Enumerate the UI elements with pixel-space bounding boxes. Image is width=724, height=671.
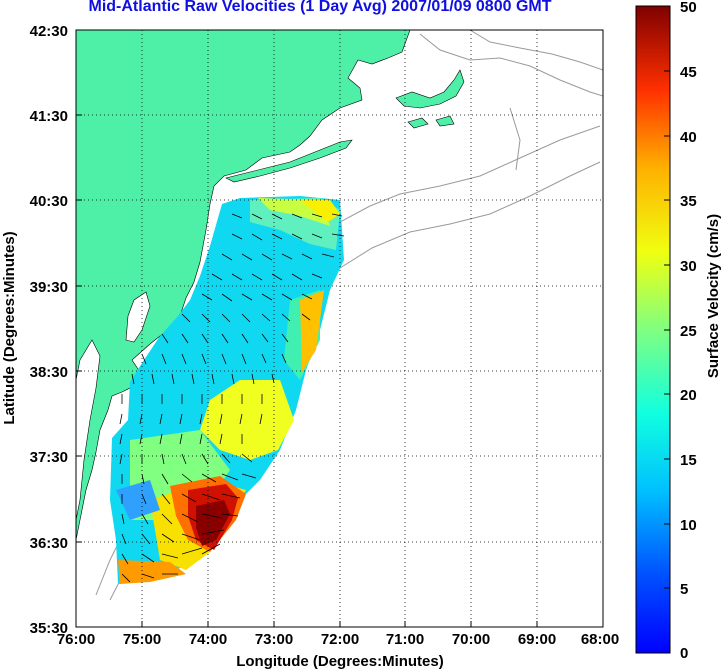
lon-tick-label: 68:00 <box>581 631 619 648</box>
colorbar-tick-label: 0 <box>680 645 688 662</box>
colorbar-tick-label: 5 <box>680 581 688 598</box>
colorbar-label: Surface Velocity (cm/s) <box>705 214 722 378</box>
lon-tick-label: 75:00 <box>123 631 161 648</box>
lon-tick-label: 71:00 <box>386 631 424 648</box>
velocity-arrows <box>119 213 345 583</box>
colorbar: 0 5 10 15 20 25 30 35 40 45 50 Surface V… <box>635 0 722 662</box>
lon-tick-label: 76:00 <box>57 631 95 648</box>
lat-tick-label: 39:30 <box>30 279 68 296</box>
colorbar-tick-label: 30 <box>680 258 697 275</box>
colorbar-tick-label: 10 <box>680 517 697 534</box>
lat-tick-label: 40:30 <box>30 193 68 210</box>
latitude-tick-labels: 42:30 41:30 40:30 39:30 38:30 37:30 36:3… <box>30 23 68 637</box>
land-mass <box>76 30 411 541</box>
lon-tick-label: 73:00 <box>255 631 293 648</box>
cape-cod <box>395 69 465 109</box>
long-island <box>225 139 353 183</box>
colorbar-tick-label: 45 <box>680 64 697 81</box>
x-axis-label: Longitude (Degrees:Minutes) <box>236 653 444 670</box>
colorbar-tick-label: 15 <box>680 452 697 469</box>
y-axis-label: Latitude (Degrees:Minutes) <box>1 231 18 424</box>
colorbar-tick-label: 40 <box>680 129 697 146</box>
colorbar-tick-label: 50 <box>680 0 697 16</box>
lon-tick-label: 74:00 <box>189 631 227 648</box>
lat-tick-label: 35:30 <box>30 620 68 637</box>
lat-tick-label: 38:30 <box>30 364 68 381</box>
colorbar-tick-label: 25 <box>680 323 697 340</box>
colorbar-tick-label: 35 <box>680 193 697 210</box>
lon-tick-label: 69:00 <box>518 631 556 648</box>
lat-tick-label: 41:30 <box>30 108 68 125</box>
lon-tick-label: 72:00 <box>321 631 359 648</box>
map-title: Mid-Atlantic Raw Velocities (1 Day Avg) … <box>88 0 552 15</box>
lat-tick-label: 42:30 <box>30 23 68 40</box>
lat-tick-label: 37:30 <box>30 449 68 466</box>
colorbar-tick-label: 20 <box>680 387 697 404</box>
longitude-tick-labels: 76:00 75:00 74:00 73:00 72:00 71:00 70:0… <box>57 631 619 648</box>
lon-tick-label: 70:00 <box>452 631 490 648</box>
lat-tick-label: 36:30 <box>30 535 68 552</box>
